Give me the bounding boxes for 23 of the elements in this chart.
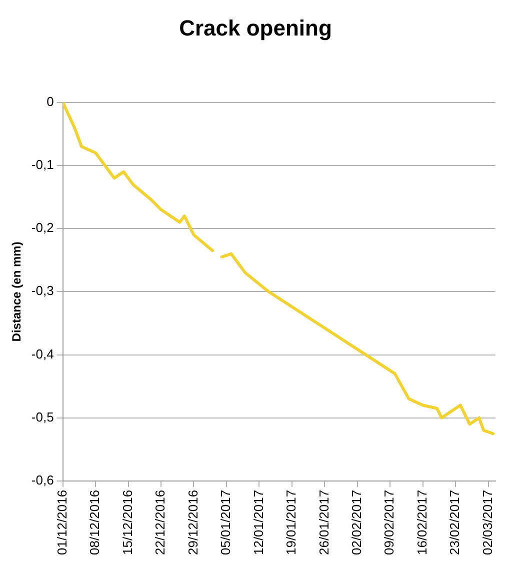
chart-title: Crack opening (179, 15, 332, 40)
x-tick-label: 15/12/2016 (120, 490, 135, 556)
x-tick-label: 02/03/2017 (480, 490, 495, 556)
y-tick-label: -0,1 (31, 157, 54, 172)
x-tick-label: 09/02/2017 (382, 490, 397, 556)
x-tick-label: 16/02/2017 (414, 490, 430, 556)
x-tick-label: 05/01/2017 (218, 490, 234, 556)
y-tick-label: -0,6 (31, 472, 54, 488)
y-tick-label: -0,2 (31, 220, 54, 236)
y-tick-label: 0 (46, 94, 54, 109)
x-tick-label: 01/12/2016 (54, 490, 70, 556)
x-tick-label: 29/12/2016 (185, 490, 200, 556)
x-tick-label: 12/01/2017 (250, 490, 266, 556)
y-tick-label: -0,4 (31, 346, 54, 362)
x-tick-label: 08/12/2016 (87, 490, 102, 556)
y-tick-label: -0,5 (31, 409, 54, 424)
y-axis-title: Distance (en mm) (10, 242, 24, 342)
x-tick-label: 19/01/2017 (284, 490, 299, 556)
y-tick-label: -0,3 (31, 283, 54, 298)
x-tick-label: 02/02/2017 (349, 490, 364, 556)
x-tick-label: 22/12/2016 (152, 490, 168, 556)
x-tick-label: 23/02/2017 (447, 490, 462, 556)
x-tick-label: 26/01/2017 (316, 490, 332, 556)
